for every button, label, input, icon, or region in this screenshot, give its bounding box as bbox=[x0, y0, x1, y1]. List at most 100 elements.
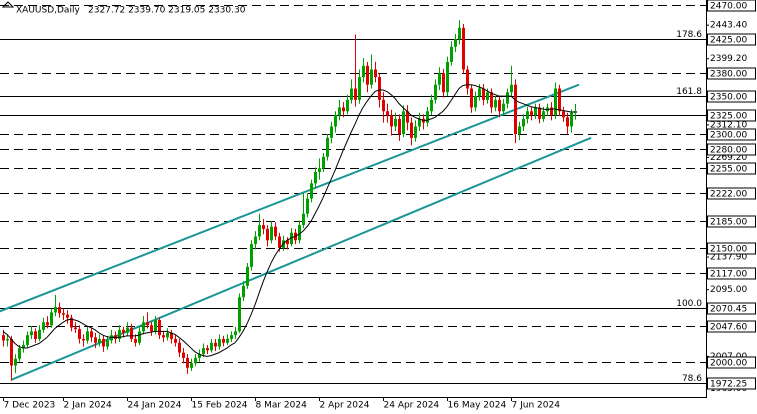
trendline bbox=[0, 83, 580, 313]
candle-body bbox=[122, 329, 125, 333]
candle-body bbox=[314, 171, 317, 184]
candle-body bbox=[526, 111, 529, 119]
symbol-icon bbox=[1, 1, 15, 8]
candle-body bbox=[510, 84, 513, 93]
level-label: 2047.60 bbox=[710, 323, 747, 333]
candle-body bbox=[266, 228, 269, 241]
candle-body bbox=[502, 103, 505, 112]
candle-body bbox=[90, 331, 93, 338]
x-tick-label: 24 Apr 2024 bbox=[384, 401, 440, 411]
y-tick-label: 2269.20 bbox=[710, 153, 747, 163]
y-tick-label: 2312.10 bbox=[710, 120, 747, 130]
candle-body bbox=[218, 338, 221, 347]
candle-body bbox=[426, 111, 429, 123]
x-tick-label: 16 May 2024 bbox=[448, 401, 507, 411]
candle-body bbox=[562, 111, 565, 118]
candle-body bbox=[394, 118, 397, 127]
candle-body bbox=[170, 332, 173, 339]
x-tick-label: 2 Apr 2024 bbox=[320, 401, 370, 411]
candle-body bbox=[222, 338, 225, 343]
level-label: 2470.00 bbox=[710, 2, 747, 12]
candle-body bbox=[130, 327, 133, 339]
level-tag bbox=[707, 0, 756, 12]
candle-body bbox=[430, 99, 433, 112]
candle-body bbox=[118, 329, 121, 339]
candle-body bbox=[34, 331, 37, 339]
candle-body bbox=[438, 73, 441, 85]
candle-body bbox=[22, 345, 25, 349]
candle-body bbox=[442, 73, 445, 93]
x-tick-label: 7 Jun 2024 bbox=[512, 401, 561, 411]
candle-body bbox=[382, 99, 385, 112]
candle-body bbox=[78, 329, 81, 339]
candle-body bbox=[102, 338, 105, 347]
level-label: 1972.25 bbox=[710, 380, 747, 390]
y-tick-label: 2095.00 bbox=[710, 285, 747, 295]
candle-body bbox=[134, 338, 137, 343]
candle-body bbox=[206, 348, 209, 351]
candle-body bbox=[174, 338, 177, 343]
level-tag bbox=[707, 215, 756, 228]
candle-body bbox=[374, 69, 377, 78]
level-tag bbox=[707, 356, 756, 369]
candle-body bbox=[106, 340, 109, 347]
candle-body bbox=[378, 77, 381, 100]
candle-body bbox=[290, 232, 293, 245]
candle-body bbox=[138, 331, 141, 343]
candle-body bbox=[270, 226, 273, 241]
candle-body bbox=[370, 69, 373, 85]
x-tick-label: 24 Jan 2024 bbox=[128, 401, 182, 411]
candle-body bbox=[142, 322, 145, 332]
candle-body bbox=[98, 338, 101, 343]
candle-body bbox=[250, 244, 253, 267]
level-label: 2300.00 bbox=[710, 131, 747, 141]
candle-body bbox=[446, 61, 449, 93]
candle-body bbox=[330, 126, 333, 138]
candle-body bbox=[226, 338, 229, 343]
candle-body bbox=[570, 112, 573, 127]
candle-body bbox=[194, 357, 197, 364]
candle-body bbox=[246, 266, 249, 286]
candle-body bbox=[470, 88, 473, 108]
candle-body bbox=[534, 107, 537, 116]
candle-body bbox=[402, 111, 405, 135]
candle-body bbox=[466, 69, 469, 89]
candle-body bbox=[198, 354, 201, 358]
level-label: 2425.00 bbox=[710, 36, 747, 46]
candle-body bbox=[322, 156, 325, 169]
candle-body bbox=[454, 39, 457, 47]
level-label: 2350.00 bbox=[710, 93, 747, 103]
candle-body bbox=[354, 88, 357, 100]
candle-body bbox=[398, 118, 401, 135]
candle-body bbox=[366, 65, 369, 85]
level-label: 2070.45 bbox=[710, 305, 747, 315]
level-tag bbox=[707, 267, 756, 280]
candle-body bbox=[558, 88, 561, 112]
candle-body bbox=[210, 342, 213, 351]
candle-body bbox=[458, 27, 461, 40]
candle-body bbox=[574, 111, 577, 113]
x-tick-label: 2 Jan 2024 bbox=[64, 401, 112, 411]
candle-body bbox=[486, 92, 489, 100]
x-tick-label: 8 Mar 2024 bbox=[256, 401, 308, 411]
candle-body bbox=[86, 331, 89, 341]
candle-body bbox=[390, 115, 393, 127]
level-label: 2150.00 bbox=[710, 245, 747, 255]
candle-body bbox=[514, 84, 517, 135]
candle-body bbox=[418, 118, 421, 127]
candle-body bbox=[66, 314, 69, 318]
candle-body bbox=[274, 226, 277, 237]
candle-body bbox=[38, 329, 41, 339]
candle-body bbox=[522, 118, 525, 127]
candle-body bbox=[14, 358, 17, 366]
candle-body bbox=[538, 107, 541, 119]
level-label: 2380.00 bbox=[710, 70, 747, 80]
candle-body bbox=[262, 225, 265, 229]
candle-body bbox=[18, 348, 21, 359]
y-tick-label: 2137.90 bbox=[710, 253, 747, 263]
level-tag bbox=[707, 302, 756, 315]
candle-body bbox=[258, 225, 261, 237]
candle-body bbox=[298, 225, 301, 241]
